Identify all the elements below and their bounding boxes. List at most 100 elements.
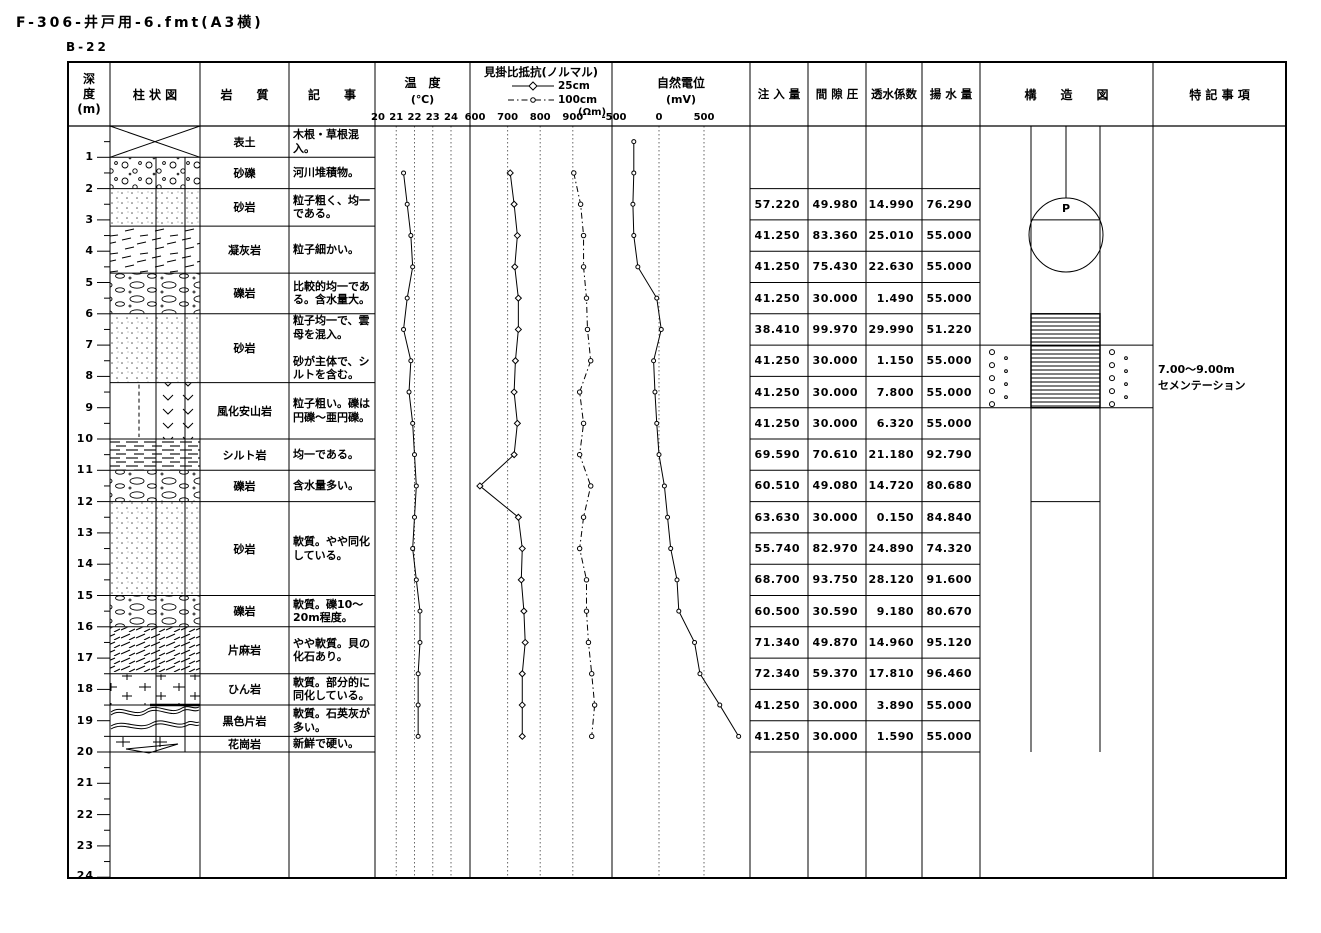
resistivity-100cm-point <box>583 608 590 614</box>
sp-point <box>665 514 671 520</box>
gravel-circle <box>989 375 995 382</box>
measurement-cell: 14.990 <box>868 197 914 211</box>
sp-point <box>697 671 703 677</box>
resistivity-25cm-point <box>518 670 526 678</box>
sp-axis-tick: 500 <box>693 112 715 123</box>
legend-100cm-marker <box>530 97 536 103</box>
measurement-cell: 1.150 <box>876 354 914 368</box>
measurement-cell: 30.000 <box>812 385 858 399</box>
resistivity-axis-tick: 700 <box>497 112 519 123</box>
gravel-circle <box>1004 382 1008 387</box>
sp-point <box>717 702 723 708</box>
rock-type-label: ひん岩 <box>228 683 261 697</box>
temperature-point <box>408 358 414 364</box>
measurement-cell: 55.000 <box>926 291 972 305</box>
schist-wave <box>110 709 200 717</box>
rock-type-label: 礫岩 <box>233 287 256 301</box>
stratum-note: 軟質。石英灰が多い。 <box>293 707 370 734</box>
measurement-cell: 21.180 <box>868 448 914 462</box>
resistivity-100cm-point <box>580 264 587 270</box>
resistivity-100cm-point <box>576 451 583 458</box>
measurement-cell: 41.250 <box>754 229 800 243</box>
temperature-point <box>410 264 416 270</box>
legend-label-100cm: 100cm <box>558 94 598 106</box>
measurement-cell: 41.250 <box>754 729 800 743</box>
lithology-sand <box>110 314 200 383</box>
temperature-curve <box>403 172 421 737</box>
measurement-cell: 82.970 <box>812 542 858 556</box>
temp-axis-tick: 22 <box>407 112 422 123</box>
resistivity-25cm-point <box>518 732 526 741</box>
resistivity-100cm-point <box>583 295 590 301</box>
rock-type-label: 花崗岩 <box>228 738 261 752</box>
screen-section <box>1030 313 1101 409</box>
stratum-note: やや軟質。貝の化石あり。 <box>293 636 370 664</box>
header-depth: 深 度 (m) <box>77 71 101 116</box>
resistivity-100cm-point <box>577 201 584 207</box>
sp-point <box>676 608 682 614</box>
measurement-cell: 29.990 <box>868 322 914 336</box>
gravel-circle <box>1124 356 1128 361</box>
sp-point <box>654 420 660 426</box>
resistivity-25cm-point <box>521 638 529 647</box>
resistivity-100cm-point <box>585 639 592 646</box>
temp-axis-tick: 23 <box>425 112 440 123</box>
measurement-cell: 57.220 <box>754 197 800 211</box>
resistivity-100cm-point <box>580 514 587 520</box>
lithology-conglomerate <box>110 596 200 627</box>
sp-point <box>635 264 641 270</box>
temperature-point <box>404 295 410 301</box>
resistivity-100cm-point <box>580 420 587 427</box>
resistivity-100cm-point <box>576 389 583 395</box>
depth-label: 15 <box>76 588 94 602</box>
lithology-gneiss <box>110 627 200 674</box>
rock-type-label: 礫岩 <box>233 479 256 493</box>
resistivity-25cm-point <box>513 419 522 428</box>
lithology-tuff <box>110 226 200 273</box>
measurement-cell: 96.460 <box>926 667 972 681</box>
measurement-cell: 30.000 <box>812 354 858 368</box>
header-pore-pressure: 間 隙 圧 <box>815 87 859 101</box>
depth-label: 10 <box>76 432 94 445</box>
measurement-cell: 22.630 <box>868 260 914 274</box>
rock-type-label: 片麻岩 <box>228 644 261 658</box>
temperature-chart-title: 温 度 <box>404 75 441 90</box>
temp-axis-tick: 21 <box>389 112 404 123</box>
measurement-cell: 75.430 <box>812 260 858 274</box>
schist-wave <box>110 706 200 714</box>
measurement-cell: 55.740 <box>754 542 800 556</box>
measurement-cell: 60.510 <box>754 479 800 493</box>
sp-axis-tick: 0 <box>655 112 663 123</box>
depth-label: 14 <box>76 557 94 571</box>
resistivity-chart-title: 見掛比抵抗(ノルマル) <box>483 64 598 79</box>
depth-label: 24 <box>76 869 94 883</box>
measurement-cell: 14.960 <box>868 635 914 649</box>
temperature-point <box>412 452 417 458</box>
measurement-cell: 72.340 <box>754 667 800 681</box>
measurement-cell: 69.590 <box>754 448 800 462</box>
header-rock-type: 岩 質 <box>220 87 269 102</box>
temperature-point <box>417 608 423 614</box>
measurement-cell: 55.000 <box>926 698 972 712</box>
borehole-id: B-22 <box>66 40 109 54</box>
resistivity-25cm-point <box>510 450 518 459</box>
resistivity-25cm-point <box>506 169 514 177</box>
measurement-cell: 25.010 <box>868 229 914 243</box>
measurement-cell: 99.970 <box>812 322 858 336</box>
gravel-circle <box>989 362 995 369</box>
stratum-note: 木根・草根混入。 <box>293 128 359 155</box>
resistivity-25cm-point <box>514 513 523 521</box>
measurement-cell: 41.250 <box>754 260 800 274</box>
resistivity-25cm-point <box>476 482 484 490</box>
stratum-note: 粒子均一で、雲母を混入。 砂が主体で、シルトを含む。 <box>293 314 370 382</box>
schist-wave <box>110 723 200 730</box>
resistivity-100cm-point <box>576 545 583 552</box>
gravel-circle <box>1124 369 1128 374</box>
measurement-cell: 9.180 <box>876 604 914 618</box>
stratum-note: 粒子細かい。 <box>293 242 359 256</box>
stratum-note: 均一である。 <box>293 447 359 461</box>
measurement-cell: 41.250 <box>754 385 800 399</box>
measurement-cell: 6.320 <box>876 416 914 430</box>
gravel-circle <box>1109 375 1115 382</box>
